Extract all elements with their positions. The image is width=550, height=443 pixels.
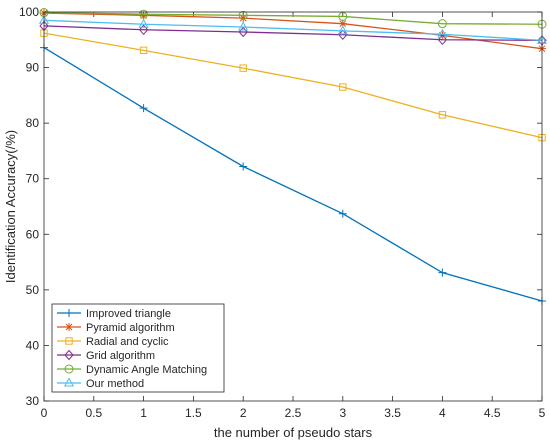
x-tick-label: 4.5: [484, 406, 501, 420]
series-0: [40, 43, 546, 305]
x-tick-label: 5: [539, 406, 546, 420]
legend-marker: [64, 364, 74, 374]
y-tick-label: 60: [26, 227, 40, 241]
legend-marker: [64, 349, 74, 361]
legend-entry-label: Improved triangle: [86, 308, 171, 320]
legend-marker: [63, 377, 75, 387]
legend-box: [51, 303, 225, 393]
data-point-marker: [239, 162, 248, 171]
data-point-marker: [337, 25, 348, 35]
y-tick-label: 50: [26, 283, 40, 297]
data-point-marker: [338, 209, 347, 218]
data-point-marker: [238, 10, 248, 20]
plot-area: [38, 8, 548, 305]
data-point-marker: [238, 21, 249, 31]
y-tick-label: 70: [26, 172, 40, 186]
data-point-marker: [139, 104, 148, 113]
x-tick-label: 3.5: [384, 406, 401, 420]
data-point-marker: [338, 11, 348, 21]
x-tick-label: 0: [41, 406, 48, 420]
y-tick-label: 100: [19, 5, 39, 19]
x-tick-label: 1: [140, 406, 147, 420]
x-tick-label: 2: [240, 406, 247, 420]
series-line: [43, 11, 543, 25]
legend-entry-label: Dynamic Angle Matching: [86, 364, 207, 376]
data-point-marker: [139, 46, 148, 55]
data-point-marker: [239, 64, 247, 72]
plot-frame: [43, 11, 543, 402]
data-point-marker: [438, 111, 447, 119]
x-tick-label: 0.5: [85, 406, 102, 420]
legend-marker: [65, 309, 73, 317]
y-tick-label: 90: [26, 61, 40, 75]
legend-entry-label: Grid algorithm: [86, 350, 155, 362]
series-2: [40, 29, 546, 142]
series-line: [43, 47, 543, 302]
data-point-marker: [437, 34, 448, 46]
series-line: [43, 25, 543, 41]
y-tick-label: 40: [26, 338, 40, 352]
series-line: [43, 32, 543, 139]
data-point-marker: [338, 29, 348, 41]
legend-entry-label: Radial and cyclic: [86, 336, 169, 348]
legend-entry-label: Pyramid algorithm: [86, 322, 175, 334]
data-point-marker: [239, 14, 248, 23]
data-point-marker: [437, 19, 447, 29]
x-tick-label: 3: [339, 406, 346, 420]
x-axis-label: the number of pseudo stars: [214, 425, 373, 440]
data-point-marker: [139, 11, 148, 20]
series-line: [43, 12, 543, 50]
series-3: [39, 20, 547, 46]
data-point-marker: [338, 19, 347, 28]
legend-entry-label: Our method: [86, 378, 144, 390]
y-tick-label: 80: [26, 116, 40, 130]
y-tick-label: 30: [26, 394, 40, 408]
data-point-marker: [437, 28, 448, 38]
legend-marker: [65, 323, 73, 331]
data-point-marker: [238, 26, 248, 38]
x-tick-label: 1.5: [185, 406, 202, 420]
legend-marker: [65, 337, 73, 345]
axis-ticks: 0 0.5 1 1.5 2 2.5 3 3.5 4 4.5 5 30 40 50 60 70 80 90 100: [19, 5, 546, 420]
data-point-marker: [138, 18, 149, 28]
data-point-marker: [438, 268, 447, 277]
series-line: [43, 19, 543, 41]
data-point-marker: [339, 83, 347, 91]
data-point-marker: [138, 24, 149, 36]
series-4: [39, 8, 547, 29]
x-tick-label: 4: [439, 406, 446, 420]
y-axis-label: Identification Accuracy(/%): [3, 130, 18, 283]
legend: Improved triangle Pyramid algorithm Radial…: [51, 303, 225, 393]
x-tick-label: 2.5: [285, 406, 302, 420]
data-point-marker: [139, 9, 149, 19]
